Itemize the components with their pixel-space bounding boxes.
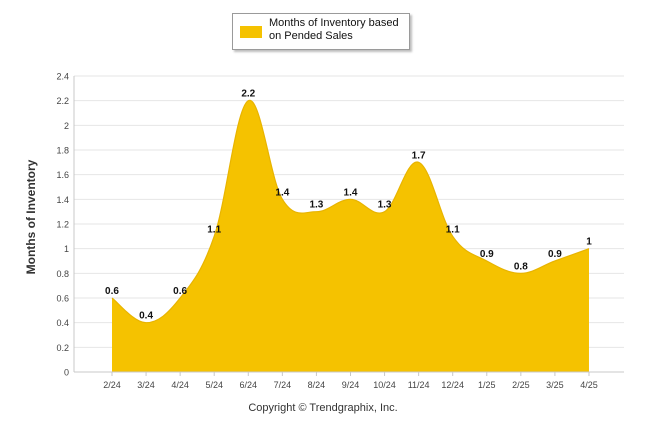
x-tick-label: 3/24 bbox=[137, 380, 155, 390]
area-series bbox=[111, 100, 590, 373]
y-tick-label: 2.4 bbox=[56, 72, 69, 82]
area-fill bbox=[112, 100, 589, 373]
y-tick-label: 1.6 bbox=[56, 170, 69, 180]
data-label: 0.6 bbox=[173, 286, 187, 297]
data-label: 0.4 bbox=[139, 311, 153, 322]
x-tick-label: 4/25 bbox=[580, 380, 598, 390]
y-tick-label: 0.4 bbox=[56, 318, 69, 328]
x-tick-label: 9/24 bbox=[342, 380, 360, 390]
data-label: 1.3 bbox=[378, 200, 392, 211]
x-tick-label: 7/24 bbox=[274, 380, 292, 390]
data-label: 1.4 bbox=[275, 187, 289, 198]
x-tick-label: 8/24 bbox=[308, 380, 326, 390]
data-label: 1.1 bbox=[207, 224, 221, 235]
y-axis-label: Months of Inventory bbox=[24, 159, 38, 275]
x-tick-label: 12/24 bbox=[441, 380, 464, 390]
x-tick-label: 10/24 bbox=[373, 380, 396, 390]
data-label: 0.9 bbox=[548, 249, 562, 260]
y-tick-label: 1.4 bbox=[56, 195, 69, 205]
x-tick-label: 5/24 bbox=[205, 380, 223, 390]
data-label: 0.8 bbox=[514, 261, 528, 272]
copyright-text: Copyright © Trendgraphix, Inc. bbox=[248, 402, 398, 414]
y-tick-label: 2 bbox=[64, 121, 69, 131]
data-label: 0.9 bbox=[480, 249, 494, 260]
data-labels: 0.6 0.4 0.6 1.1 2.2 1.4 1.3 1.4 1.3 1.7 1.1 0.9 0.8 0… bbox=[105, 89, 592, 322]
x-axis-ticks: 2/24 3/24 4/24 5/24 6/24 7/24 8/24 9/24 10/24 11/… bbox=[103, 372, 598, 390]
data-label: 1.7 bbox=[412, 150, 426, 161]
y-tick-label: 0 bbox=[64, 368, 69, 378]
x-tick-label: 11/24 bbox=[408, 380, 430, 390]
y-tick-label: 0.2 bbox=[56, 343, 69, 353]
x-tick-label: 6/24 bbox=[240, 380, 258, 390]
y-tick-label: 1.2 bbox=[56, 220, 69, 230]
y-tick-label: 2.2 bbox=[56, 96, 69, 106]
axes bbox=[73, 76, 624, 373]
legend-label: Months of Inventory based on Pended Sale… bbox=[269, 17, 399, 42]
data-label: 1.1 bbox=[446, 224, 460, 235]
y-tick-label: 1 bbox=[64, 244, 69, 254]
x-tick-label: 1/25 bbox=[478, 380, 496, 390]
area-line bbox=[111, 100, 590, 324]
data-label: 2.2 bbox=[241, 89, 255, 100]
x-tick-label: 2/25 bbox=[512, 380, 530, 390]
x-tick-label: 2/24 bbox=[103, 380, 121, 390]
data-label: 1 bbox=[586, 237, 592, 248]
data-label: 1.4 bbox=[344, 187, 358, 198]
data-label: 1.3 bbox=[309, 200, 323, 211]
y-tick-label: 1.8 bbox=[56, 146, 69, 156]
x-tick-label: 4/24 bbox=[171, 380, 189, 390]
y-tick-label: 0.6 bbox=[56, 294, 69, 304]
y-axis-ticks: 0 0.2 0.4 0.6 0.8 1 1.2 1.4 1.6 1.8 2 2.2 2.4 bbox=[56, 72, 69, 378]
legend-swatch bbox=[240, 26, 262, 38]
x-tick-label: 3/25 bbox=[546, 380, 564, 390]
legend: Months of Inventory based on Pended Sale… bbox=[232, 13, 410, 50]
y-tick-label: 0.8 bbox=[56, 269, 69, 279]
data-label: 0.6 bbox=[105, 286, 119, 297]
